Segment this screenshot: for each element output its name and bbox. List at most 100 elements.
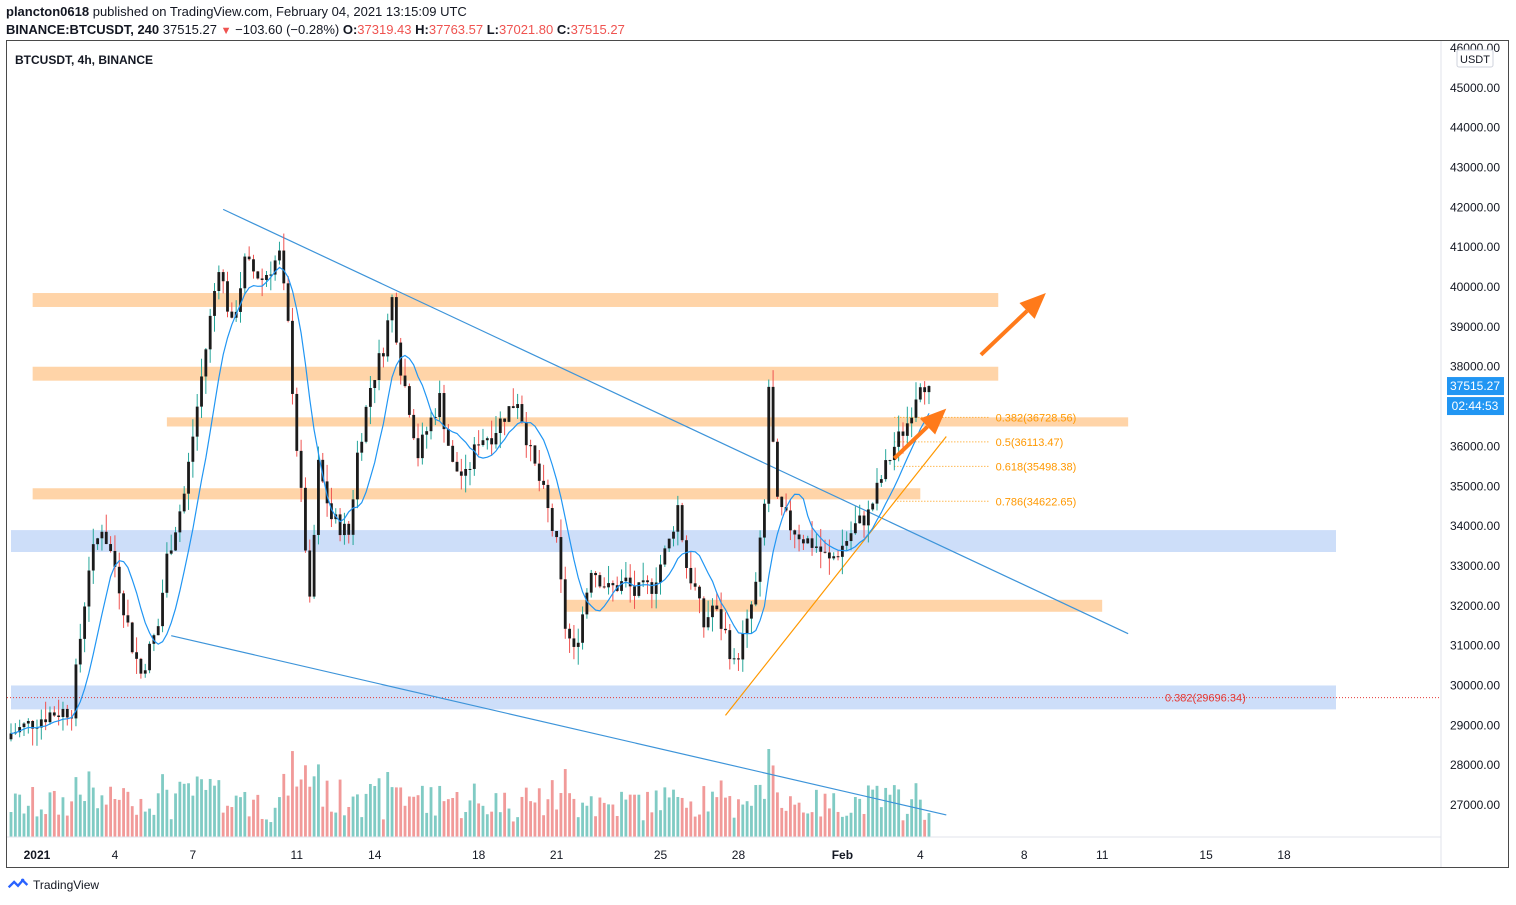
candle-body bbox=[174, 532, 177, 551]
candle-body bbox=[685, 540, 688, 568]
candle-body bbox=[204, 349, 208, 377]
candle-body bbox=[797, 534, 801, 540]
candle-body bbox=[511, 406, 515, 409]
price-tick-label: 33000.00 bbox=[1450, 559, 1500, 573]
candle-body bbox=[273, 260, 277, 275]
price-tick-label: 45000.00 bbox=[1450, 81, 1500, 95]
volume-bar bbox=[706, 811, 710, 837]
volume-bar bbox=[914, 783, 918, 837]
candle-body bbox=[368, 388, 372, 407]
volume-bar bbox=[918, 799, 922, 837]
candle-body bbox=[364, 406, 368, 442]
volume-bar bbox=[702, 786, 706, 837]
volume-bar bbox=[849, 812, 853, 837]
volume-bar bbox=[836, 811, 840, 837]
candle-body bbox=[52, 712, 56, 716]
volume-bar bbox=[789, 796, 792, 837]
time-tick-label: 11 bbox=[1096, 848, 1109, 862]
candle-body bbox=[291, 320, 294, 394]
volume-bar bbox=[516, 817, 520, 837]
volume-bar bbox=[226, 805, 229, 837]
candle-body bbox=[728, 630, 732, 660]
candle-body bbox=[875, 482, 879, 504]
candle-body bbox=[910, 417, 914, 424]
arrow-shaft bbox=[892, 425, 929, 460]
candle-body bbox=[399, 342, 403, 376]
volume-bar bbox=[784, 810, 788, 837]
candle-body bbox=[602, 586, 606, 588]
volume-bar bbox=[355, 794, 359, 837]
price-tick-label: 36000.00 bbox=[1450, 439, 1500, 453]
candle-body bbox=[498, 418, 502, 433]
chart-frame[interactable] bbox=[6, 40, 1509, 868]
candle-body bbox=[814, 546, 818, 548]
candle-body bbox=[845, 541, 849, 546]
candle-body bbox=[901, 431, 905, 436]
volume-bar bbox=[412, 796, 416, 837]
volume-bar bbox=[628, 794, 632, 837]
volume-bar bbox=[61, 797, 65, 837]
candle-body bbox=[793, 530, 797, 535]
candle-body bbox=[633, 586, 636, 596]
candle-body bbox=[672, 531, 675, 539]
candle-body bbox=[568, 628, 571, 639]
time-tick-label: 2021 bbox=[24, 848, 51, 862]
candle-body bbox=[724, 628, 727, 631]
footer-brand[interactable]: TradingView bbox=[33, 878, 100, 892]
volume-bar bbox=[343, 815, 346, 837]
volume-bar bbox=[598, 797, 602, 837]
candle-body bbox=[490, 438, 494, 445]
volume-bar bbox=[853, 797, 857, 837]
candle-body bbox=[767, 386, 771, 504]
candle-body bbox=[308, 550, 312, 597]
candle-body bbox=[412, 414, 416, 439]
candle-body bbox=[256, 271, 260, 279]
volume-bar bbox=[923, 819, 927, 837]
volume-bar bbox=[468, 800, 472, 837]
volume-bar bbox=[74, 777, 78, 837]
volume-bar bbox=[91, 787, 95, 837]
candle-body bbox=[226, 281, 229, 312]
candle-body bbox=[754, 581, 758, 605]
volume-bar bbox=[884, 787, 888, 837]
candle-body bbox=[295, 393, 299, 451]
volume-bar bbox=[381, 819, 385, 837]
candle-body bbox=[806, 538, 810, 544]
candle-body bbox=[836, 556, 840, 558]
publisher-name[interactable]: plancton0618 bbox=[6, 4, 90, 19]
volume-bar bbox=[390, 787, 394, 837]
candle-body bbox=[702, 598, 706, 628]
volume-bar bbox=[338, 779, 342, 837]
volume-bar bbox=[407, 796, 411, 837]
orange-zone bbox=[32, 366, 999, 381]
price-tick-label: 39000.00 bbox=[1450, 320, 1500, 334]
orange-zone bbox=[32, 488, 921, 500]
volume-bar bbox=[26, 805, 30, 837]
volume-bar bbox=[685, 807, 688, 837]
candle-body bbox=[832, 556, 836, 559]
candle-body bbox=[243, 256, 247, 289]
volume-bar bbox=[711, 791, 714, 837]
currency-label: USDT bbox=[1460, 54, 1490, 66]
price-tick-label: 42000.00 bbox=[1450, 200, 1500, 214]
volume-bar bbox=[879, 807, 883, 837]
volume-bar bbox=[494, 793, 498, 837]
candle-body bbox=[559, 537, 563, 580]
volume-bar bbox=[377, 778, 381, 837]
candle-body bbox=[884, 460, 888, 480]
volume-bar bbox=[308, 786, 312, 837]
volume-bar bbox=[750, 805, 753, 837]
candle-body bbox=[620, 581, 623, 591]
volume-bar bbox=[295, 786, 299, 837]
volume-bar bbox=[897, 789, 901, 837]
candle-body bbox=[351, 499, 355, 535]
candle-body bbox=[252, 259, 255, 272]
volume-bar bbox=[299, 779, 303, 837]
candle-body bbox=[109, 544, 112, 551]
candle-body bbox=[866, 509, 870, 526]
volume-bar bbox=[139, 798, 143, 837]
volume-bar bbox=[498, 812, 502, 837]
candle-body bbox=[711, 605, 714, 618]
volume-bar bbox=[394, 787, 398, 837]
